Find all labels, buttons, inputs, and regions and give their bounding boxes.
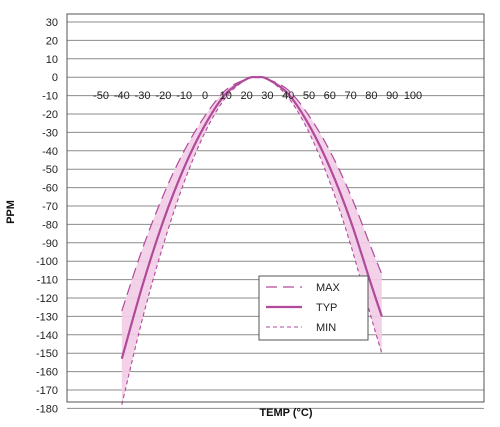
y-tick-label: -100 (36, 256, 58, 268)
y-tick-label: -140 (36, 330, 58, 342)
y-tick-label: 20 (46, 35, 58, 47)
x-tick-label: 40 (282, 90, 294, 102)
x-tick-labels: -50 -40 -30 -20 -10 0 10 20 30 40 50 60 70 80 90 100 (93, 90, 422, 102)
x-tick-label: -30 (135, 90, 151, 102)
series-line-min (121, 76, 383, 405)
plot-frame (66, 13, 485, 403)
x-tick-label: 100 (404, 90, 422, 102)
shaded-band (121, 76, 382, 405)
series-lines (120, 75, 383, 405)
y-tick-label: -60 (42, 183, 58, 195)
legend-label-typ: TYP (316, 302, 337, 314)
y-tick-label: -180 (36, 403, 58, 415)
y-tick-label: 30 (46, 17, 58, 29)
x-tick-label: 30 (261, 90, 273, 102)
y-axis-title: PPM (5, 200, 17, 224)
y-tick-label: -170 (36, 385, 58, 397)
x-tick-label: 50 (303, 90, 315, 102)
y-tick-label: -90 (42, 238, 58, 250)
x-axis-title: TEMP (°C) (259, 407, 312, 419)
x-tick-label: -20 (155, 90, 171, 102)
y-tick-label: -130 (36, 311, 58, 323)
y-tick-label: -160 (36, 367, 58, 379)
y-tick-label: -30 (42, 127, 58, 139)
y-tick-label: -50 (42, 164, 58, 176)
y-tick-label: -40 (42, 146, 58, 158)
x-tick-label: 0 (202, 90, 208, 102)
y-tick-label: 10 (46, 54, 58, 66)
plot-border (66, 13, 485, 403)
legend-label-max: MAX (316, 282, 341, 294)
y-tick-label: -80 (42, 219, 58, 231)
x-tick-label: 60 (324, 90, 336, 102)
y-tick-label: -150 (36, 348, 58, 360)
y-tick-label: -70 (42, 201, 58, 213)
y-tick-label: -20 (42, 109, 58, 121)
x-tick-label: -50 (93, 90, 109, 102)
x-tick-label: -40 (114, 90, 130, 102)
y-tick-label: 0 (52, 72, 58, 84)
y-tick-label: -110 (37, 275, 58, 287)
x-tick-label: -10 (176, 90, 192, 102)
legend-label-min: MIN (316, 322, 336, 334)
y-tick-label: -120 (36, 293, 58, 305)
max-min-band (121, 76, 382, 405)
x-tick-label: 20 (240, 90, 252, 102)
legend: MAX TYP MIN (258, 275, 369, 341)
y-tick-label: -10 (42, 91, 58, 103)
y-tick-labels: 30 20 10 0 -10 -20 -30 -40 -50 -60 -70 -80 -90 -100 -1… (36, 17, 58, 415)
x-tick-label: 90 (386, 90, 398, 102)
x-tick-label: 70 (344, 90, 356, 102)
x-tick-label: 10 (220, 90, 232, 102)
x-tick-label: 80 (365, 90, 377, 102)
